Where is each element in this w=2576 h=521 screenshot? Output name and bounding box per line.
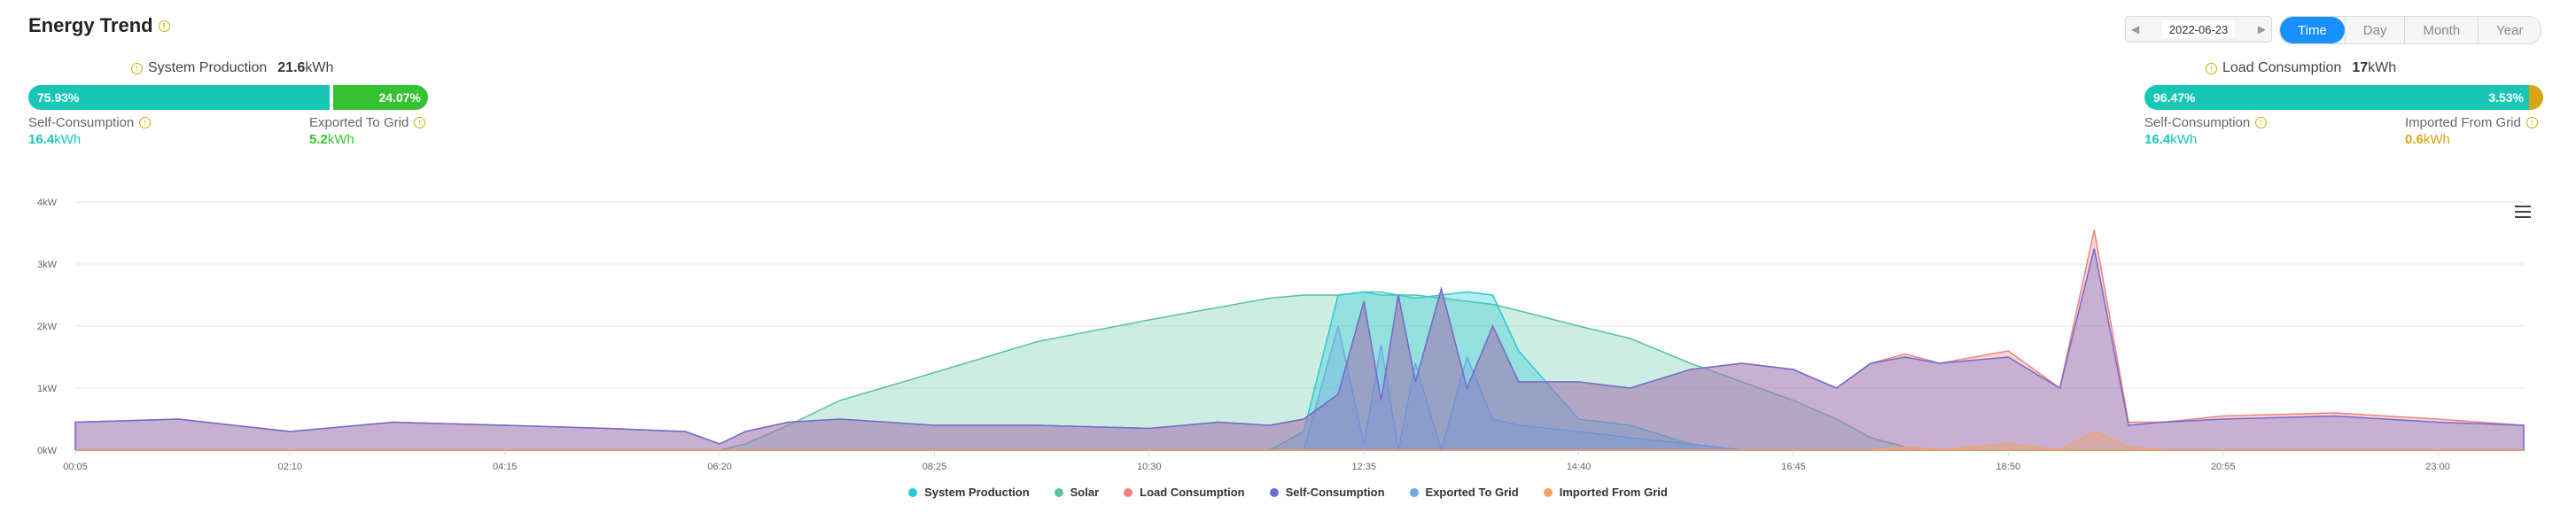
x-tick-label: 14:40 <box>1567 462 1592 472</box>
legend-marker <box>908 487 918 497</box>
consumption-self-label-wrap: Self-Consumption ! <box>2144 115 2268 130</box>
legend-label: Self-Consumption <box>1285 486 1385 499</box>
info-icon[interactable]: ! <box>139 117 152 128</box>
production-summary: ! System Production 21.6kWh <box>131 60 333 76</box>
date-value[interactable]: 2022-06-23 <box>2161 20 2236 38</box>
x-tick-label: 02:10 <box>278 462 303 472</box>
production-value: 21.6 <box>277 60 306 75</box>
tab-month[interactable]: Month <box>2404 17 2478 43</box>
legend-item-self-consumption[interactable]: Self-Consumption <box>1269 486 1385 499</box>
consumption-self-pct: 96.47% <box>2153 90 2196 105</box>
consumption-import-unit: kWh <box>2423 132 2450 147</box>
production-self-amount: 16.4kWh <box>28 132 81 147</box>
page-title-wrap: Energy Trend ! <box>28 14 170 37</box>
consumption-label: Load Consumption <box>2222 60 2342 75</box>
consumption-import-label-wrap: Imported From Grid ! <box>2405 115 2538 130</box>
legend-marker <box>1543 487 1553 497</box>
tab-day[interactable]: Day <box>2344 17 2405 43</box>
x-tick-label: 00:05 <box>63 462 88 472</box>
info-icon[interactable]: ! <box>2206 62 2217 74</box>
info-icon[interactable]: ! <box>131 62 143 74</box>
x-tick-label: 16:45 <box>1781 462 1806 472</box>
info-icon[interactable]: ! <box>2525 117 2538 128</box>
production-export-amount: 5.2kWh <box>309 132 354 147</box>
consumption-self-value: 16.4 <box>2144 132 2171 147</box>
page-title: Energy Trend <box>28 14 153 36</box>
y-tick-label: 2kW <box>37 322 58 332</box>
production-self-segment: 75.93% <box>28 85 330 110</box>
consumption-import-value: 0.6 <box>2405 132 2424 147</box>
x-tick-label: 18:50 <box>1996 462 2021 472</box>
legend-marker <box>1054 487 1063 497</box>
consumption-self-segment: 96.47% 3.53% <box>2144 85 2529 110</box>
legend-item-system-production[interactable]: System Production <box>908 486 1030 499</box>
prev-date-icon[interactable]: ◀ <box>2131 23 2140 35</box>
info-icon[interactable]: ! <box>414 117 426 128</box>
production-export-value: 5.2 <box>309 132 328 147</box>
consumption-value: 17 <box>2352 60 2369 75</box>
consumption-import-label: Imported From Grid <box>2405 115 2521 130</box>
production-self-label: Self-Consumption <box>28 115 135 130</box>
energy-trend-chart: 0kW 1kW 2kW 3kW 4kW 00:05 02:10 04:15 06:20 08:2… <box>37 198 2525 472</box>
x-tick-label: 08:25 <box>922 462 947 472</box>
tab-time[interactable]: Time <box>2280 17 2345 43</box>
production-self-pct: 75.93% <box>37 90 80 105</box>
date-picker[interactable]: ◀ 2022-06-23 ▶ <box>2125 16 2272 43</box>
legend-label: Load Consumption <box>1140 486 1245 499</box>
x-tick-label: 20:55 <box>2211 462 2236 472</box>
consumption-split-bar: 96.47% 3.53% <box>2144 85 2543 110</box>
production-self-unit: kWh <box>54 132 82 147</box>
legend-marker <box>1409 487 1419 497</box>
tab-year[interactable]: Year <box>2478 17 2541 43</box>
period-selector: Time Day Month Year <box>2279 16 2542 44</box>
info-icon[interactable]: ! <box>158 19 170 32</box>
consumption-self-amount: 16.4kWh <box>2144 132 2197 147</box>
x-tick-label: 12:35 <box>1351 462 1376 472</box>
legend-label: System Production <box>924 486 1030 499</box>
y-tick-label: 3kW <box>37 260 58 270</box>
consumption-import-amount: 0.6kWh <box>2405 132 2450 147</box>
consumption-self-unit: kWh <box>2170 132 2198 147</box>
x-tick-label: 23:00 <box>2425 462 2450 472</box>
production-export-segment: 24.07% <box>333 85 428 110</box>
self-consumption-area[interactable] <box>74 248 2525 451</box>
production-export-unit: kWh <box>327 132 354 147</box>
y-tick-label: 0kW <box>37 446 58 456</box>
legend-item-exported-to-grid[interactable]: Exported To Grid <box>1409 486 1519 499</box>
x-tick-label: 04:15 <box>493 462 518 472</box>
legend-item-load-consumption[interactable]: Load Consumption <box>1124 486 1245 499</box>
legend-marker <box>1124 487 1133 497</box>
production-split-bar: 75.93% 24.07% <box>28 85 428 110</box>
x-tick-label: 06:20 <box>707 462 732 472</box>
production-unit: kWh <box>305 60 334 75</box>
production-export-pct: 24.07% <box>378 90 421 105</box>
consumption-summary: ! Load Consumption 17kWh <box>2206 60 2396 76</box>
next-date-icon[interactable]: ▶ <box>2257 23 2266 35</box>
production-self-value: 16.4 <box>28 132 55 147</box>
info-icon[interactable]: ! <box>2255 117 2268 128</box>
legend-marker <box>1269 487 1279 497</box>
imported-from-grid-area[interactable] <box>75 431 2524 451</box>
chart-menu-icon[interactable] <box>2515 206 2531 218</box>
legend-item-solar[interactable]: Solar <box>1054 486 1100 499</box>
production-export-label-wrap: Exported To Grid ! <box>309 115 426 130</box>
x-tick-label: 10:30 <box>1137 462 1162 472</box>
legend-item-imported-from-grid[interactable]: Imported From Grid <box>1543 486 1668 499</box>
production-export-label: Exported To Grid <box>309 115 409 130</box>
consumption-import-pct: 3.53% <box>2488 90 2524 105</box>
production-self-label-wrap: Self-Consumption ! <box>28 115 152 130</box>
legend-label: Exported To Grid <box>1425 486 1519 499</box>
consumption-import-segment <box>2529 85 2543 110</box>
consumption-self-label: Self-Consumption <box>2144 115 2251 130</box>
consumption-unit: kWh <box>2368 60 2397 75</box>
legend-label: Imported From Grid <box>1559 486 1668 499</box>
legend-label: Solar <box>1070 486 1100 499</box>
y-tick-label: 1kW <box>37 384 58 394</box>
y-tick-label: 4kW <box>37 198 58 208</box>
chart-legend: System Production Solar Load Consumption Se… <box>0 486 2576 499</box>
production-label: System Production <box>148 60 268 75</box>
